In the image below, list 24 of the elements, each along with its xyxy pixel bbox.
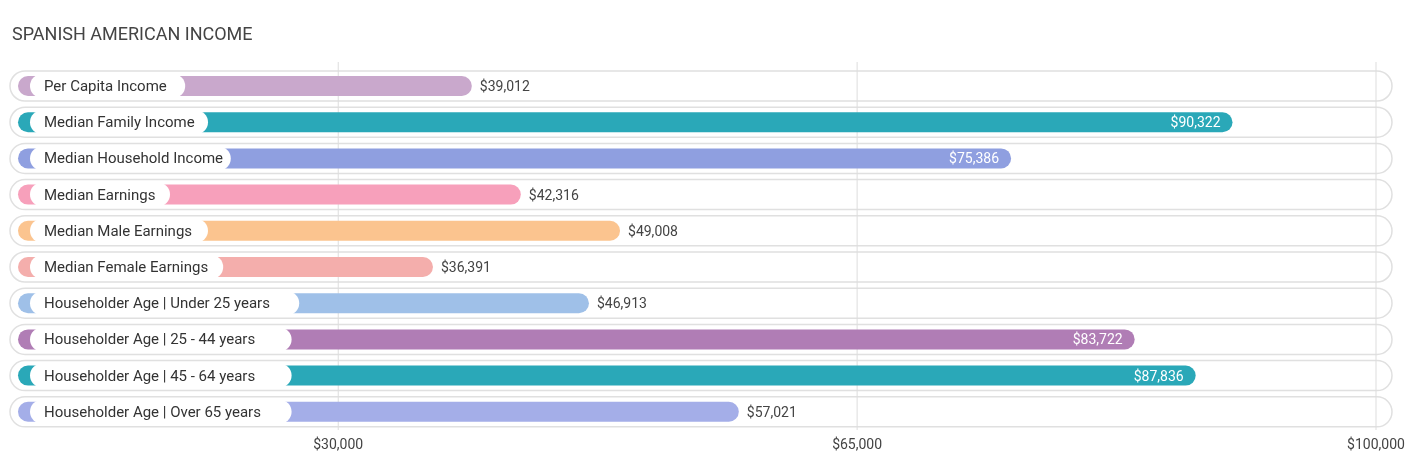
y-tick-label: Median Family Income bbox=[44, 113, 195, 132]
x-tick-label: $100,000 bbox=[1347, 436, 1406, 452]
x-tick-label: $65,000 bbox=[832, 436, 883, 452]
y-tick-label: Householder Age | 45 - 64 years bbox=[44, 366, 256, 385]
y-tick-label: Householder Age | 25 - 44 years bbox=[44, 330, 256, 349]
y-tick-label: Median Earnings bbox=[44, 185, 156, 204]
x-tick-label: $30,000 bbox=[313, 436, 364, 452]
data-label: $87,836 bbox=[1133, 367, 1184, 384]
data-label: $36,391 bbox=[440, 259, 491, 275]
data-label: $39,012 bbox=[479, 78, 530, 94]
y-tick-label: Householder Age | Under 25 years bbox=[44, 294, 270, 313]
data-label: $90,322 bbox=[1170, 114, 1221, 131]
y-tick-label: Householder Age | Over 65 years bbox=[44, 402, 261, 421]
data-label: $49,008 bbox=[628, 222, 679, 239]
chart-title: SPANISH AMERICAN INCOME bbox=[12, 23, 253, 44]
data-label: $46,913 bbox=[596, 295, 647, 312]
data-label: $57,021 bbox=[746, 403, 797, 420]
y-tick-label: Median Male Earnings bbox=[44, 221, 193, 240]
data-label: $75,386 bbox=[949, 150, 1000, 167]
y-tick-label: Median Female Earnings bbox=[44, 258, 209, 276]
data-label: $42,316 bbox=[528, 186, 579, 203]
y-tick-label: Median Household Income bbox=[44, 149, 224, 168]
y-tick-label: Per Capita Income bbox=[44, 77, 167, 95]
data-label: $83,722 bbox=[1072, 331, 1123, 348]
